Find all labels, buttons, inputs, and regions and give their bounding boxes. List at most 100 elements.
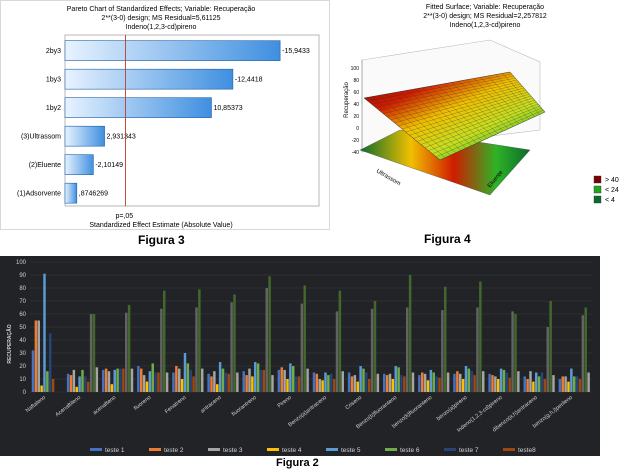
- bar-chart-bar: [175, 366, 178, 392]
- surface-legend-label: > 40: [605, 177, 619, 184]
- surface-z-tick: 40: [353, 102, 359, 108]
- bar-chart-bar: [532, 381, 535, 392]
- bar-chart-y-tick: 10: [19, 377, 26, 383]
- bar-chart-bar: [86, 381, 90, 392]
- surface-z-tick: 20: [353, 114, 359, 120]
- bar-chart-bar: [248, 368, 251, 392]
- bar-chart-bar: [256, 363, 260, 392]
- bar-chart-bar: [300, 303, 304, 392]
- surface-chart-panel: Fitted Surface; Variable: Recuperação 2*…: [340, 0, 630, 228]
- bar-chart-bar: [124, 312, 128, 392]
- bar-chart-bar: [200, 368, 204, 392]
- bar-chart-bar: [40, 385, 43, 392]
- bar-chart-bar: [459, 373, 462, 392]
- bar-chart-bar: [89, 314, 93, 392]
- bar-chart-bar: [391, 379, 395, 392]
- pareto-bar-value-label: -15,9433: [282, 48, 310, 55]
- bar-chart-bar: [233, 294, 236, 392]
- bar-chart-bar: [259, 369, 263, 392]
- bar-chart-bar: [502, 369, 506, 392]
- bar-chart-y-tick: 60: [19, 312, 26, 318]
- pareto-category-label: (1)Adsorvente: [17, 191, 61, 198]
- bar-chart-bar: [142, 375, 146, 392]
- bar-chart-bar: [107, 371, 111, 392]
- bar-chart-bar: [216, 384, 219, 392]
- bar-chart-bar: [347, 372, 351, 392]
- bar-chart-legend-label: teste 2: [164, 447, 184, 454]
- bar-chart-category-label: fluorantreno: [231, 395, 258, 418]
- surface-legend: > 40 < 24 < 4: [593, 175, 619, 204]
- bar-chart-bar: [453, 373, 456, 392]
- bar-chart-bar: [403, 376, 406, 392]
- bar-chart-bar: [376, 373, 380, 392]
- pareto-plot-area: [64, 34, 320, 207]
- bar-chart-bar: [104, 368, 108, 392]
- pareto-chart: Pareto Chart of Standardized Effects; Va…: [17, 6, 320, 229]
- bar-chart-bar: [464, 366, 468, 392]
- surface-z-tick: -20: [352, 138, 359, 144]
- bar-chart-bar: [537, 376, 541, 392]
- bar-chart-bar: [154, 372, 157, 392]
- bar-chart-bar: [423, 373, 427, 392]
- bar-chart-bar: [110, 384, 114, 392]
- bar-chart-bar: [558, 379, 562, 392]
- pareto-bar: [64, 97, 212, 118]
- bar-chart-bar: [162, 290, 166, 392]
- bar-chart-bar: [561, 376, 564, 392]
- pareto-category-label: (3)Ultrassom: [21, 134, 61, 141]
- bar-chart-bar: [183, 353, 187, 392]
- bar-chart-bar: [321, 380, 324, 392]
- surface-base-contour: [359, 129, 531, 196]
- bar-chart-bar: [421, 372, 424, 392]
- bar-chart-bar: [245, 375, 248, 392]
- bar-chart-bar: [332, 379, 336, 392]
- bar-chart-bar: [262, 369, 266, 392]
- bar-chart-legend-swatch: [326, 448, 338, 451]
- bar-chart-bar: [432, 372, 435, 392]
- bar-chart-bar: [494, 376, 497, 392]
- bar-chart-bar: [277, 369, 281, 392]
- bar-chart-bar: [491, 375, 494, 392]
- bar-chart-bar: [75, 386, 78, 392]
- bar-chart-bar: [526, 379, 529, 392]
- bar-chart-bar: [429, 369, 433, 392]
- bar-chart-bar: [280, 367, 283, 392]
- bar-chart-category-label: antraceno: [200, 395, 223, 415]
- bar-chart-bar: [341, 371, 344, 392]
- pareto-bar-value-label: ,8746269: [79, 191, 108, 198]
- bar-chart-bar: [271, 375, 274, 392]
- bar-chart-legend-swatch: [385, 448, 397, 451]
- bar-chart-category-label: acenafteno: [92, 395, 117, 416]
- bar-chart-bar: [581, 315, 585, 392]
- bar-chart-bar: [48, 333, 52, 392]
- bar-chart-bar: [549, 301, 552, 392]
- bar-chart-bar: [34, 320, 38, 392]
- bar-chart-bar: [37, 320, 40, 392]
- bar-chart-bar: [578, 379, 582, 392]
- bar-chart-bar: [335, 311, 339, 392]
- bar-chart-bar: [160, 308, 163, 392]
- bar-chart-bar: [265, 288, 268, 392]
- pareto-bar: [64, 154, 94, 175]
- bar-chart-category-label: benzo(a)pireno: [436, 395, 469, 423]
- grouped-bar-chart: 0 10 20 30 40 50 60 70 80 90 100 Naftaleno Acenafti…: [6, 260, 592, 454]
- pareto-x-axis-label: Standardized Effect Estimate (Absolute V…: [89, 222, 232, 229]
- surface-subtitle-1: 2**(3-0) design; MS Residual=2,257812: [423, 13, 547, 20]
- bar-chart-bar: [540, 372, 544, 392]
- pareto-bar: [64, 40, 281, 61]
- pareto-subtitle-1: 2**(3-0) design; MS Residual=5,61125: [101, 15, 220, 22]
- bar-chart-y-tick: 50: [19, 325, 26, 331]
- bar-chart-legend-label: teste 1: [105, 447, 125, 454]
- bar-chart-y-tick: 40: [19, 338, 26, 344]
- bar-chart-bar: [327, 375, 330, 392]
- bar-chart-bar: [511, 311, 514, 392]
- surface-legend-swatch: [593, 175, 602, 184]
- bar-chart-bar: [552, 375, 555, 392]
- surface-z-tick: 0: [356, 126, 359, 132]
- bar-chart-bar: [172, 372, 175, 392]
- bar-chart-bar: [297, 376, 301, 392]
- bar-chart-bar: [195, 307, 198, 392]
- bar-chart-bar: [283, 369, 286, 392]
- bar-chart-bar: [488, 373, 491, 392]
- bar-chart-bar: [388, 373, 392, 392]
